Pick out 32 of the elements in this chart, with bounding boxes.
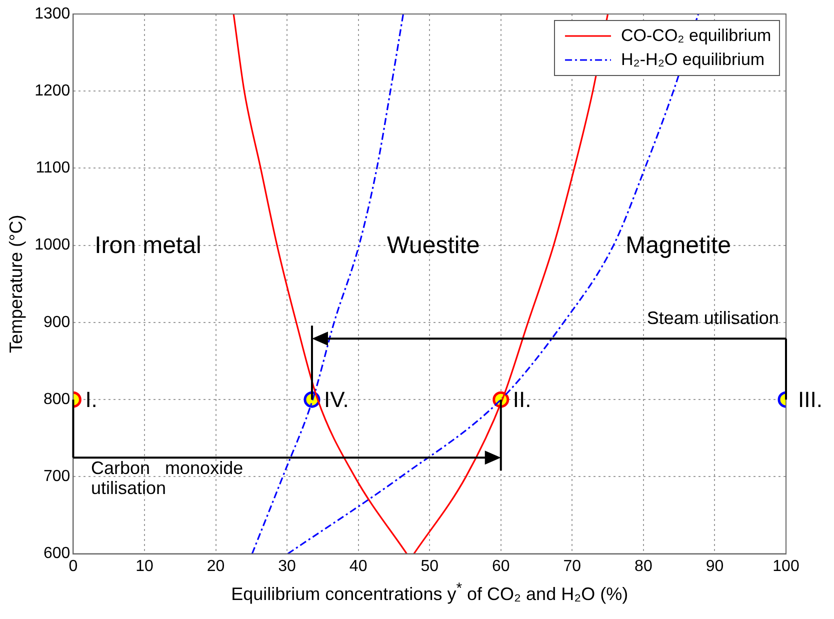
y-tick-label: 1000 [34, 236, 70, 254]
y-tick-label: 1100 [36, 160, 70, 177]
annotation: Magnetite [626, 232, 732, 260]
annotation: Steam utilisation [646, 308, 779, 329]
annotation: IV. [324, 386, 349, 412]
annotation: I. [85, 386, 98, 412]
y-tick-label: 800 [43, 390, 70, 408]
legend-label: H₂-H₂O equilibrium [621, 49, 765, 71]
legend-label: CO-CO₂ equilibrium [621, 25, 772, 47]
x-tick-label: 100 [772, 558, 800, 575]
annotation: Carbon monoxide utilisation [91, 458, 244, 499]
x-tick-label: 20 [206, 558, 225, 575]
x-tick-label: 60 [492, 558, 510, 575]
y-tick-label: 700 [43, 468, 70, 486]
x-tick-label: 50 [420, 558, 439, 575]
y-tick-label: 600 [43, 545, 70, 562]
annotation: III. [798, 386, 822, 412]
x-tick-label: 90 [706, 558, 724, 575]
annotation: II. [512, 386, 532, 412]
y-tick-label: 1200 [34, 82, 70, 100]
y-tick-label: 900 [43, 314, 70, 331]
x-tick-label: 40 [349, 558, 368, 575]
x-tick-label: 0 [68, 558, 78, 575]
annotation: Wuestite [386, 232, 480, 260]
x-tick-label: 30 [278, 558, 296, 575]
x-axis-title: Equilibrium concentrations y$^{*}$ of CO₂ and H₂O (%) [231, 580, 628, 605]
x-tick-label: 80 [634, 558, 652, 575]
annotation: Iron metal [94, 232, 202, 260]
y-tick-label: 1300 [34, 5, 70, 22]
x-tick-label: 10 [136, 558, 154, 575]
x-tick-label: 70 [563, 558, 582, 575]
y-axis-title: Temperature (°C) [6, 214, 26, 354]
